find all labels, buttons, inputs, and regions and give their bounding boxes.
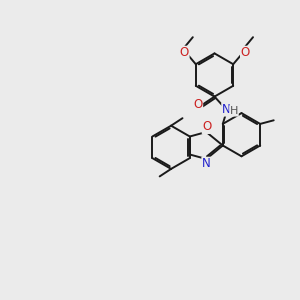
Text: O: O (202, 120, 212, 134)
Text: H: H (230, 106, 238, 116)
Text: N: N (222, 103, 231, 116)
Text: O: O (194, 98, 202, 112)
Text: O: O (241, 46, 250, 59)
Text: O: O (180, 46, 189, 59)
Text: N: N (202, 157, 211, 170)
